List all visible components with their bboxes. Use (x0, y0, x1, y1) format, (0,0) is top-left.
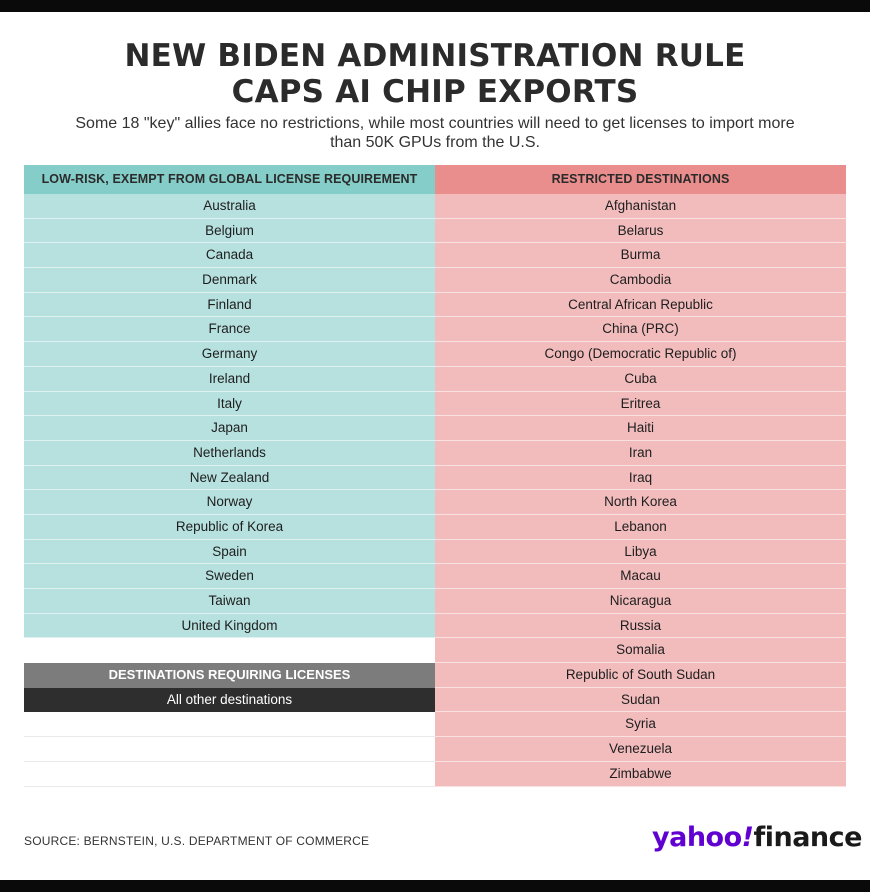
source-note: SOURCE: BERNSTEIN, U.S. DEPARTMENT OF CO… (24, 834, 370, 848)
country-row: Sudan (435, 687, 846, 713)
country-row: Lebanon (435, 514, 846, 540)
country-row: Haiti (435, 416, 846, 441)
empty-row (24, 712, 435, 738)
country-row: Canada (24, 243, 435, 269)
country-row: Russia (435, 613, 846, 639)
page-title: NEW BIDEN ADMINISTRATION RULE CAPS AI CH… (0, 38, 870, 110)
subtitle: Some 18 "key" allies face no restriction… (75, 115, 795, 151)
restricted-list: Afghanistan Belarus Burma Cambodia Central A… (435, 194, 846, 787)
country-row: Syria (435, 712, 846, 738)
country-row: Iraq (435, 465, 846, 491)
bottom-border (0, 880, 870, 892)
country-row: Central African Republic (435, 292, 846, 318)
country-row: Spain (24, 539, 435, 565)
country-row: Zimbabwe (435, 761, 846, 787)
country-row: Norway (24, 490, 435, 515)
subtitle-block: Some 18 "key" allies face no restriction… (60, 114, 810, 152)
spacer (24, 638, 435, 664)
country-row: Libya (435, 539, 846, 565)
top-border (0, 0, 870, 12)
country-row: Belarus (435, 218, 846, 244)
country-row: Republic of South Sudan (435, 663, 846, 688)
country-row: Afghanistan (435, 194, 846, 219)
country-row: Republic of Korea (24, 514, 435, 540)
country-row: Eritrea (435, 391, 846, 417)
country-row: United Kingdom (24, 613, 435, 639)
country-row: Finland (24, 292, 435, 318)
country-row: Italy (24, 391, 435, 417)
country-row: Ireland (24, 366, 435, 392)
low-risk-column: LOW-RISK, EXEMPT FROM GLOBAL LICENSE REQ… (24, 165, 435, 787)
yahoo-finance-logo: yahoo!finance (652, 822, 862, 853)
low-risk-list: Australia Belgium Canada Denmark Finland Fran… (24, 194, 435, 639)
country-row: Denmark (24, 268, 435, 293)
country-row: France (24, 317, 435, 343)
country-row: Australia (24, 194, 435, 219)
country-row: Sweden (24, 564, 435, 589)
country-row: Somalia (435, 638, 846, 664)
country-row: New Zealand (24, 465, 435, 491)
country-row: Iran (435, 440, 846, 466)
country-row: Germany (24, 342, 435, 367)
country-row: Taiwan (24, 589, 435, 614)
title-line-2: CAPS AI CHIP EXPORTS (231, 74, 639, 110)
licenses-header: DESTINATIONS REQUIRING LICENSES (24, 663, 435, 688)
country-row: Burma (435, 243, 846, 269)
licenses-value: All other destinations (24, 687, 435, 713)
restricted-column: RESTRICTED DESTINATIONS Afghanistan Belar… (435, 165, 846, 787)
empty-row (24, 761, 435, 787)
country-row: Nicaragua (435, 589, 846, 614)
country-row: China (PRC) (435, 317, 846, 343)
title-block: NEW BIDEN ADMINISTRATION RULE CAPS AI CH… (0, 38, 870, 110)
country-row: Cambodia (435, 268, 846, 293)
country-row: Netherlands (24, 440, 435, 466)
country-row: Belgium (24, 218, 435, 244)
logo-exclamation: ! (741, 822, 754, 853)
country-row: North Korea (435, 490, 846, 515)
empty-row (24, 737, 435, 762)
low-risk-header: LOW-RISK, EXEMPT FROM GLOBAL LICENSE REQ… (24, 165, 435, 194)
country-row: Congo (Democratic Republic of) (435, 342, 846, 367)
country-row: Cuba (435, 366, 846, 392)
country-row: Macau (435, 564, 846, 589)
country-row: Japan (24, 416, 435, 441)
logo-yahoo: yahoo (652, 822, 742, 853)
logo-finance: finance (753, 822, 862, 853)
country-row: Venezuela (435, 737, 846, 762)
title-line-1: NEW BIDEN ADMINISTRATION RULE (124, 38, 746, 74)
restricted-header: RESTRICTED DESTINATIONS (435, 165, 846, 194)
